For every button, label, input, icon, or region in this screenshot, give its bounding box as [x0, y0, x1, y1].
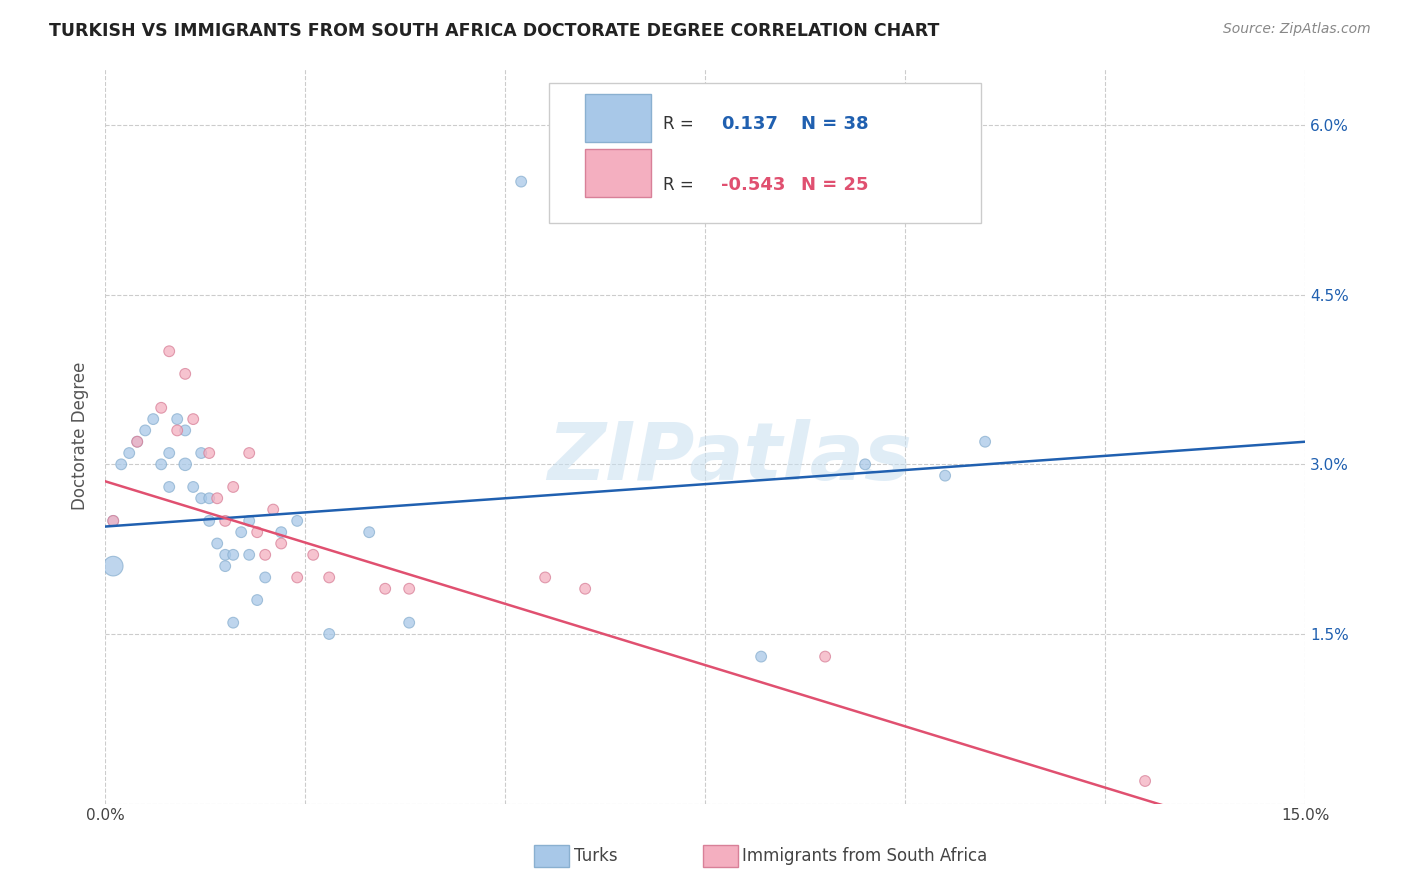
Text: Turks: Turks [574, 847, 617, 865]
Point [238, 514, 260, 528]
Point [174, 458, 197, 472]
Point [157, 446, 180, 460]
Point [231, 525, 253, 540]
Point [150, 401, 173, 415]
Point [974, 434, 997, 449]
Point [174, 424, 197, 438]
Point [222, 615, 245, 630]
Point [934, 468, 956, 483]
Point [222, 548, 245, 562]
Point [318, 627, 340, 641]
Point [222, 480, 245, 494]
Point [127, 434, 149, 449]
Point [166, 424, 188, 438]
Point [198, 491, 221, 506]
FancyBboxPatch shape [550, 83, 981, 223]
Point [398, 582, 420, 596]
Point [118, 446, 141, 460]
Point [157, 344, 180, 359]
Point [270, 525, 292, 540]
Text: N = 38: N = 38 [801, 115, 869, 133]
Point [174, 367, 197, 381]
Point [190, 446, 212, 460]
Text: ZIPatlas: ZIPatlas [547, 419, 911, 497]
Point [534, 570, 557, 584]
Point [359, 525, 381, 540]
Point [150, 458, 173, 472]
Text: TURKISH VS IMMIGRANTS FROM SOUTH AFRICA DOCTORATE DEGREE CORRELATION CHART: TURKISH VS IMMIGRANTS FROM SOUTH AFRICA … [49, 22, 939, 40]
Point [853, 458, 876, 472]
Point [254, 548, 277, 562]
Point [270, 536, 292, 550]
Text: Source: ZipAtlas.com: Source: ZipAtlas.com [1223, 22, 1371, 37]
Text: -0.543: -0.543 [721, 176, 785, 194]
Point [214, 548, 236, 562]
Point [238, 548, 260, 562]
Y-axis label: Doctorate Degree: Doctorate Degree [72, 362, 89, 510]
Point [103, 559, 125, 574]
Point [302, 548, 325, 562]
Point [749, 649, 772, 664]
Point [246, 593, 269, 607]
Point [181, 412, 204, 426]
Text: 0.137: 0.137 [721, 115, 778, 133]
FancyBboxPatch shape [585, 149, 651, 197]
Point [157, 480, 180, 494]
Point [285, 514, 308, 528]
Point [181, 480, 204, 494]
Point [814, 649, 837, 664]
Point [214, 514, 236, 528]
Point [214, 559, 236, 574]
Point [1133, 774, 1156, 789]
Point [198, 446, 221, 460]
Point [166, 412, 188, 426]
Point [318, 570, 340, 584]
Point [398, 615, 420, 630]
Point [254, 570, 277, 584]
Point [134, 424, 156, 438]
Point [198, 514, 221, 528]
Point [103, 514, 125, 528]
Point [127, 434, 149, 449]
Text: N = 25: N = 25 [801, 176, 869, 194]
Point [262, 502, 284, 516]
Point [103, 514, 125, 528]
Point [374, 582, 396, 596]
Text: R =: R = [664, 176, 699, 194]
Point [110, 458, 132, 472]
FancyBboxPatch shape [585, 95, 651, 142]
Point [142, 412, 165, 426]
Text: Immigrants from South Africa: Immigrants from South Africa [742, 847, 987, 865]
Point [205, 491, 228, 506]
Point [510, 175, 533, 189]
Point [190, 491, 212, 506]
Text: R =: R = [664, 115, 699, 133]
Point [574, 582, 596, 596]
Point [238, 446, 260, 460]
Point [205, 536, 228, 550]
Point [285, 570, 308, 584]
Point [246, 525, 269, 540]
